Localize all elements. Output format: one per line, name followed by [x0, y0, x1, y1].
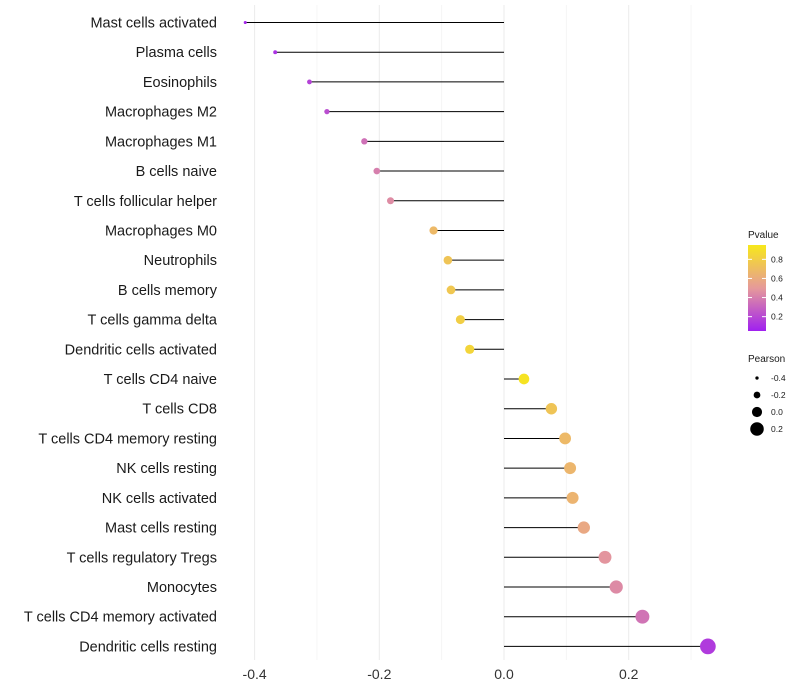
x-tick-label: 0.2 [619, 666, 639, 682]
data-point [373, 167, 381, 175]
data-point [455, 315, 465, 325]
category-label: Dendritic cells activated [65, 342, 217, 358]
data-point [273, 50, 278, 55]
data-point [564, 462, 577, 475]
data-point [443, 255, 453, 265]
data-point [429, 226, 438, 235]
category-labels: Mast cells activated Plasma cells Eosinoph… [24, 16, 218, 656]
category-label: B cells memory [118, 283, 218, 299]
category-label: Eosinophils [143, 75, 217, 91]
x-tick-label: 0.0 [494, 666, 514, 682]
category-label: Mast cells resting [105, 521, 217, 537]
pvalue-colorbar [748, 245, 766, 331]
size-legend-key [755, 376, 759, 380]
size-legend-label: -0.2 [771, 390, 786, 400]
data-point [361, 138, 368, 145]
data-point [559, 432, 572, 445]
category-label: T cells CD4 naive [104, 372, 217, 388]
category-label: T cells regulatory Tregs [67, 550, 217, 566]
data-point [387, 197, 395, 205]
data-point [324, 108, 330, 115]
category-label: B cells naive [136, 164, 217, 180]
data-point [598, 550, 612, 564]
category-label: NK cells resting [116, 461, 217, 477]
size-legend-key [753, 391, 761, 399]
data-point [545, 403, 558, 415]
colorbar-tick-label: 0.4 [771, 293, 783, 303]
category-label: Plasma cells [136, 45, 217, 61]
category-label: Monocytes [147, 580, 217, 596]
data-point [635, 609, 650, 624]
category-label: Macrophages M2 [105, 105, 217, 121]
colorbar-tick-label: 0.8 [771, 254, 783, 264]
data-point [518, 373, 530, 385]
pearson-legend-title: Pearson [748, 354, 785, 365]
category-label: T cells gamma delta [88, 313, 218, 329]
data-point [307, 79, 312, 85]
category-label: Macrophages M0 [105, 223, 217, 239]
size-legend-key [750, 422, 764, 436]
stems-layer [245, 22, 708, 647]
category-label: NK cells activated [102, 491, 217, 507]
data-point [577, 521, 590, 534]
category-label: Macrophages M1 [105, 134, 217, 150]
x-tick-label: -0.2 [367, 666, 391, 682]
data-point [243, 20, 247, 25]
category-label: T cells follicular helper [74, 194, 217, 210]
pvalue-legend-title: Pvalue [748, 230, 779, 241]
data-point [609, 580, 623, 594]
category-label: Neutrophils [144, 253, 217, 269]
points-layer [243, 20, 716, 655]
category-label: T cells CD8 [142, 402, 217, 418]
category-label: Dendritic cells resting [79, 639, 217, 655]
data-point [446, 285, 456, 295]
data-point [566, 491, 579, 504]
data-point [465, 344, 475, 354]
grid-lines [254, 5, 692, 660]
pearson-legend: Pearson -0.4 -0.2 0.0 0.2 [748, 354, 786, 436]
size-legend-label: 0.2 [771, 424, 783, 434]
size-legend-label: 0.0 [771, 407, 783, 417]
colorbar-tick-label: 0.6 [771, 273, 783, 283]
pvalue-legend: Pvalue 0.8 0.6 0.4 0.2 [748, 230, 783, 331]
size-legend-key [751, 406, 763, 418]
category-label: T cells CD4 memory resting [38, 431, 217, 447]
x-axis-ticks: -0.4 -0.2 0.0 0.2 [243, 666, 639, 682]
colorbar-tick-label: 0.2 [771, 312, 783, 322]
category-label: Mast cells activated [90, 16, 217, 32]
category-label: T cells CD4 memory activated [24, 610, 217, 626]
x-tick-label: -0.4 [243, 666, 267, 682]
data-point [700, 638, 716, 655]
size-legend-label: -0.4 [771, 373, 786, 383]
